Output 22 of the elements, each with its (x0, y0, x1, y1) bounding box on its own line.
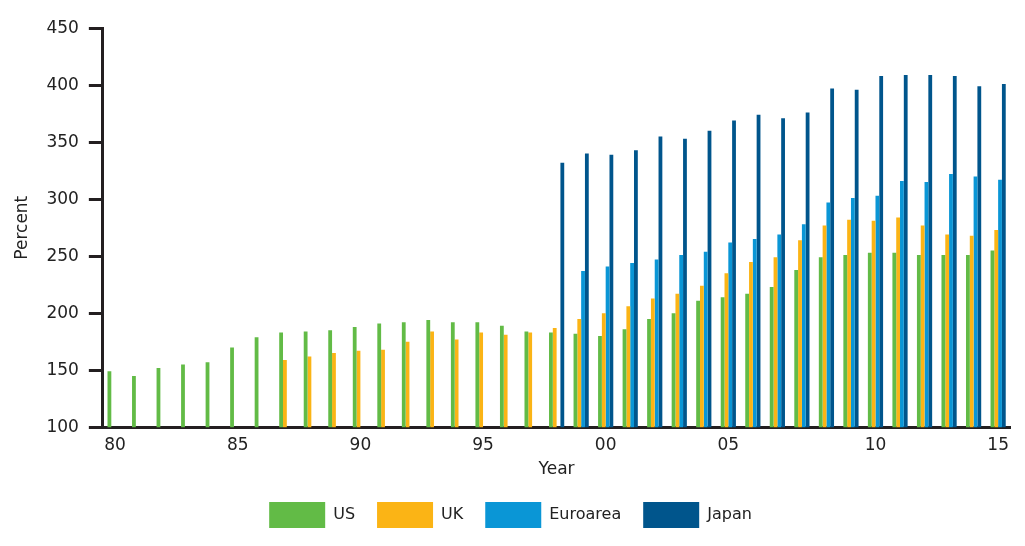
y-tick-label: 250 (46, 244, 79, 265)
y-tick-label: 100 (46, 415, 79, 436)
x-tick-label: 15 (987, 433, 1009, 454)
y-tick-label: 400 (46, 73, 79, 94)
y-tick-label: 450 (46, 16, 79, 37)
legend-label: Euroarea (549, 504, 622, 524)
legend-label: UK (441, 504, 464, 524)
x-tick-label: 10 (864, 433, 887, 454)
x-tick-label: 00 (594, 433, 617, 454)
x-axis-title: Year (537, 458, 575, 479)
x-tick-label: 90 (349, 433, 372, 454)
y-tick-label: 350 (46, 130, 79, 151)
legend-label: US (333, 504, 356, 524)
y-tick-label: 150 (46, 358, 79, 379)
y-axis-title: Percent (10, 195, 31, 260)
x-tick-label: 80 (104, 433, 126, 454)
x-tick-label: 95 (472, 433, 494, 454)
y-tick-label: 200 (46, 301, 79, 322)
x-tick-label: 85 (226, 433, 249, 454)
x-tick-label: 05 (717, 433, 740, 454)
legend-label: Japan (706, 504, 752, 524)
y-tick-label: 300 (46, 187, 79, 208)
